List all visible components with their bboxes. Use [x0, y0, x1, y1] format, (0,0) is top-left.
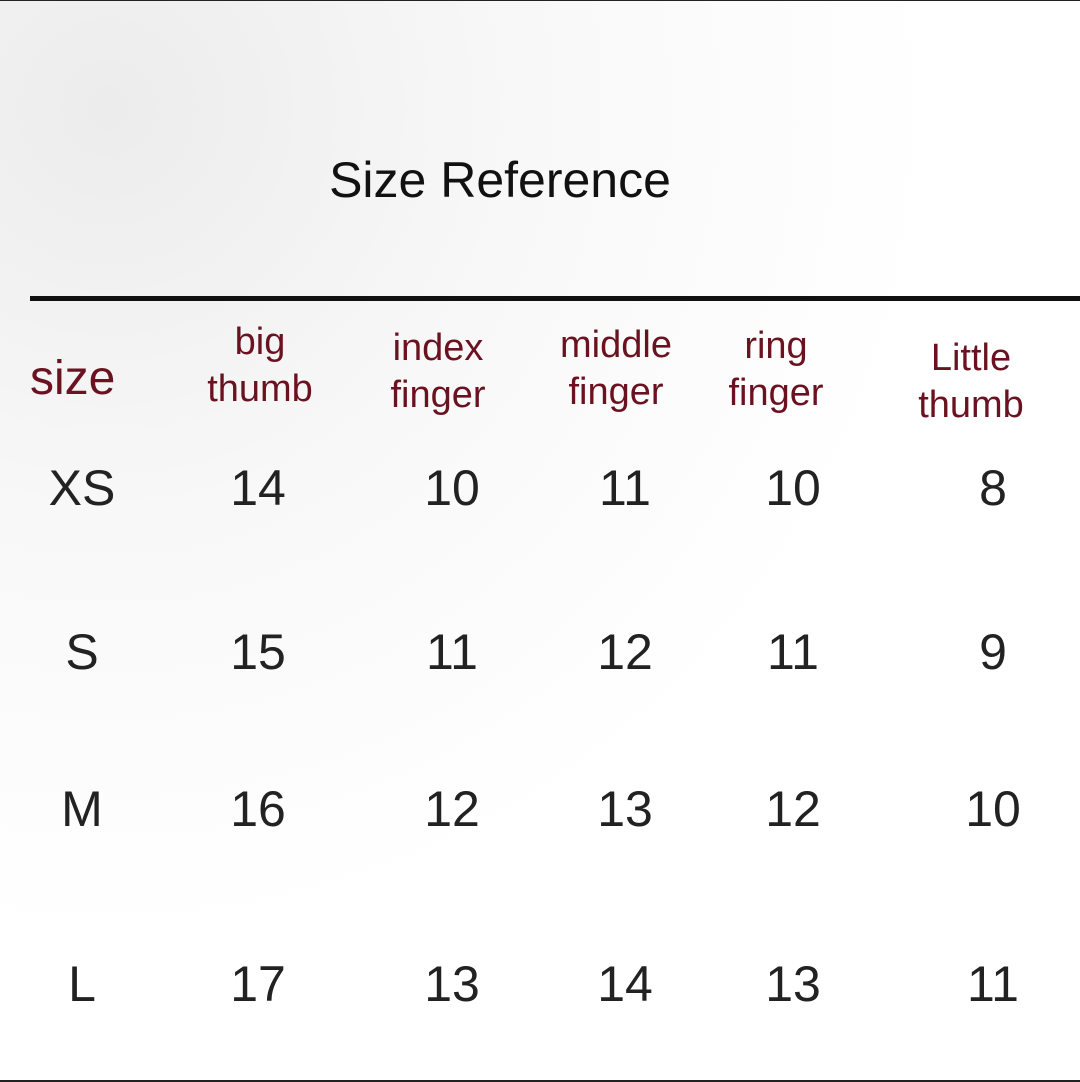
- header-divider: [30, 296, 1080, 301]
- column-header-line: Little: [930, 337, 1012, 379]
- table-cell: 13: [424, 956, 480, 1012]
- table-cell: 13: [597, 781, 653, 837]
- size-column-header: size: [30, 352, 116, 405]
- table-cell: 12: [424, 781, 480, 837]
- size-label: S: [65, 624, 99, 680]
- column-header: middle finger: [516, 322, 716, 416]
- table-cell: 11: [426, 624, 478, 680]
- column-header-line: ring: [744, 325, 808, 367]
- table-cell: 15: [230, 624, 286, 680]
- column-header-line: big: [234, 321, 286, 363]
- column-header-line: finger: [728, 372, 824, 414]
- table-cell: 14: [597, 956, 653, 1012]
- table-cell: 10: [765, 460, 821, 516]
- table-cell: 10: [424, 460, 480, 516]
- column-header: index finger: [338, 325, 538, 419]
- table-cell: 12: [765, 781, 821, 837]
- column-header: Little thumb: [871, 335, 1071, 429]
- table-cell: 9: [979, 624, 1007, 680]
- table-cell: 17: [230, 956, 286, 1012]
- column-header-line: middle: [560, 324, 672, 366]
- size-label: L: [68, 956, 96, 1012]
- table-cell: 11: [967, 956, 1019, 1012]
- table-cell: 10: [965, 781, 1021, 837]
- table-cell: 12: [597, 624, 653, 680]
- column-header-line: finger: [390, 374, 486, 416]
- column-header-line: thumb: [918, 384, 1024, 426]
- table-cell: 11: [599, 460, 651, 516]
- table-cell: 14: [230, 460, 286, 516]
- column-header-line: finger: [568, 371, 664, 413]
- table-cell: 13: [765, 956, 821, 1012]
- table-cell: 11: [767, 624, 819, 680]
- column-header-line: index: [392, 327, 484, 369]
- column-header: big thumb: [160, 319, 360, 413]
- page-title: Size Reference: [329, 152, 671, 208]
- column-header: ring finger: [676, 323, 876, 417]
- size-label: M: [61, 781, 103, 837]
- column-header-line: thumb: [207, 368, 313, 410]
- table-cell: 16: [230, 781, 286, 837]
- size-label: XS: [48, 460, 116, 516]
- table-cell: 8: [979, 460, 1007, 516]
